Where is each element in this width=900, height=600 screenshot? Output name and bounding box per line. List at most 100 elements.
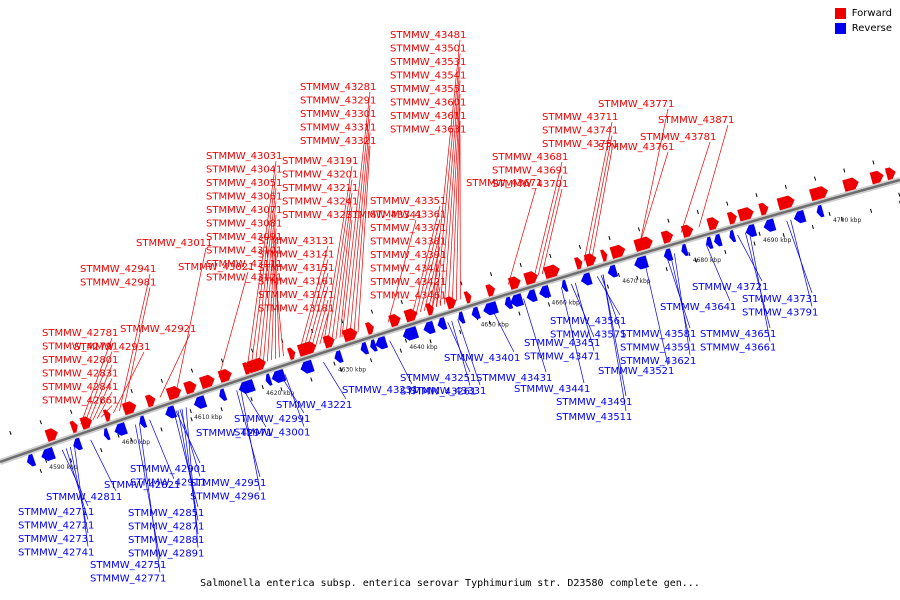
leader-line	[240, 389, 261, 491]
minor-tick	[608, 236, 611, 241]
reverse-gene	[360, 342, 370, 355]
tick-mark	[333, 361, 336, 366]
leader-line	[179, 409, 201, 477]
reverse-gene	[219, 388, 228, 401]
leader-line	[533, 161, 563, 277]
leader-line	[574, 282, 595, 351]
reverse-gene	[793, 209, 807, 224]
minor-tick	[340, 367, 343, 372]
reverse-gene	[663, 248, 674, 262]
minor-tick	[250, 397, 253, 402]
minor-tick	[726, 201, 729, 206]
forward-gene	[322, 335, 335, 349]
leader-line	[387, 219, 417, 323]
leader-line	[149, 419, 175, 480]
leader-line	[737, 234, 763, 282]
reverse-gene	[423, 320, 436, 335]
leader-line	[307, 272, 329, 349]
minor-tick	[130, 437, 133, 442]
leader-line	[80, 337, 113, 425]
reverse-gene	[271, 368, 287, 384]
leader-line	[311, 286, 329, 347]
forward-gene-label: STMMW_43501	[390, 44, 466, 55]
leader-line	[345, 105, 371, 336]
minor-tick	[547, 302, 551, 307]
minor-tick	[696, 209, 699, 215]
minor-tick	[429, 339, 432, 344]
leader-line	[507, 187, 537, 285]
forward-gene	[144, 394, 156, 408]
leader-line	[451, 320, 471, 386]
leader-line	[786, 220, 813, 294]
reverse-gene	[729, 230, 737, 243]
reverse-gene-label: STMMW_43591	[620, 343, 696, 354]
leader-line	[674, 253, 691, 356]
forward-gene	[574, 257, 583, 270]
leader-line	[427, 259, 441, 310]
tick-label: 4660 kbp	[552, 299, 580, 306]
leader-line	[698, 124, 729, 228]
forward-gene	[102, 409, 111, 422]
minor-tick	[695, 258, 698, 263]
forward-gene-label: STMMW_43711	[542, 112, 618, 123]
backbone-line	[0, 178, 900, 464]
forward-gene-label: STMMW_43061	[206, 192, 282, 203]
reverse-gene	[483, 301, 499, 316]
reverse-gene	[73, 437, 83, 451]
forward-gene	[183, 380, 197, 395]
leader-line	[185, 407, 199, 548]
reverse-gene-label: STMMW_43001	[234, 428, 310, 439]
reverse-gene-label: STMMW_42711	[18, 507, 94, 518]
minor-tick	[220, 358, 224, 363]
minor-tick	[489, 272, 493, 277]
leader-line	[415, 219, 441, 314]
minor-tick	[160, 378, 163, 383]
tick-label: 4630 kbp	[338, 367, 366, 374]
leader-line	[353, 132, 371, 334]
tick-label: 4600 kbp	[122, 439, 150, 446]
tick-label: 4610 kbp	[194, 414, 222, 421]
reverse-gene-label: STMMW_43651	[700, 329, 776, 340]
tick-mark	[758, 231, 761, 236]
leader-line	[258, 201, 277, 365]
reverse-gene	[114, 422, 128, 436]
reverse-gene	[265, 373, 273, 386]
reverse-gene-label: STMMW_42891	[128, 549, 204, 560]
forward-gene-label: STMMW_42791	[42, 342, 118, 353]
leader-line	[411, 205, 441, 315]
forward-gene-label: STMMW_43771	[598, 99, 674, 110]
minor-tick	[606, 284, 609, 289]
reverse-gene	[504, 296, 514, 310]
forward-gene-label: STMMW_43131	[258, 236, 334, 247]
legend-reverse-label: Reverse	[851, 23, 892, 34]
forward-gene	[776, 195, 795, 211]
minor-tick	[251, 348, 254, 353]
forward-gene-label: STMMW_43391	[370, 250, 446, 261]
forward-gene-label: STMMW_43211	[282, 183, 358, 194]
forward-gene	[737, 207, 754, 222]
legend-forward: Forward	[834, 8, 892, 19]
forward-gene-label: STMMW_43361	[370, 210, 446, 221]
leader-line	[327, 179, 353, 342]
forward-gene-label: STMMW_43871	[658, 115, 734, 126]
leader-line	[587, 135, 613, 261]
forward-gene-label: STMMW_43051	[206, 178, 282, 189]
reverse-gene-label: STMMW_43401	[444, 353, 520, 364]
tick-mark	[261, 385, 264, 390]
leader-line	[175, 247, 207, 392]
reverse-gene-label: STMMW_43561	[550, 316, 626, 327]
genome-caption: Salmonella enterica subsp. enterica sero…	[200, 578, 700, 589]
minor-tick	[280, 387, 283, 392]
tick-label: 4620 kbp	[266, 390, 294, 397]
forward-gene	[44, 428, 58, 442]
leader-line	[173, 411, 199, 508]
leader-line	[600, 274, 621, 329]
reverse-gene	[526, 289, 538, 303]
reverse-gene	[561, 279, 569, 292]
minor-tick	[665, 267, 668, 272]
forward-gene-label: STMMW_43021	[178, 262, 254, 273]
forward-gene-label: STMMW_43241	[282, 197, 358, 208]
minor-tick	[488, 320, 491, 325]
leader-line	[323, 361, 347, 400]
